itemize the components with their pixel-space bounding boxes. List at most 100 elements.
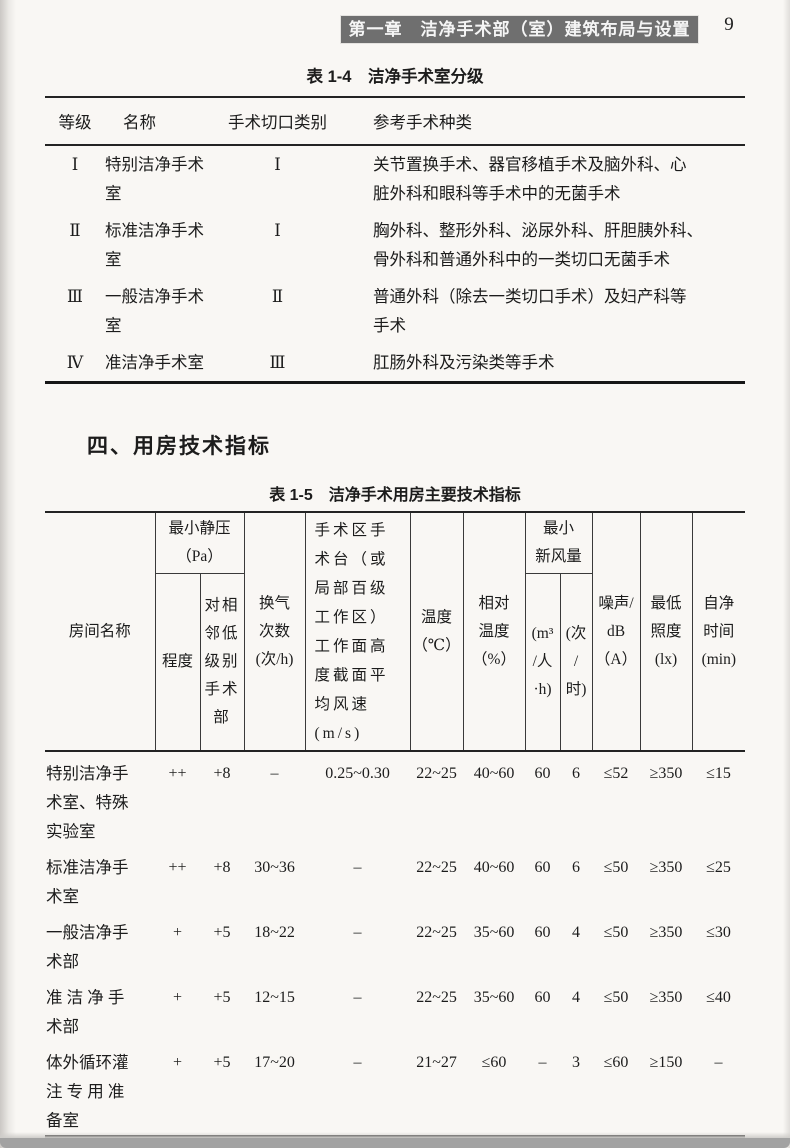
t15-header-degree: 程度 [154, 573, 200, 751]
t15-cell-adjacent: +8 [213, 765, 231, 782]
t15-cell-noise: ≤52 [603, 765, 629, 782]
t15-cell-room: 体外循环灌 注 专 用 准 备室 [46, 1053, 129, 1130]
section-heading: 四、用房技术指标 [87, 435, 271, 458]
t14-header-incision-class: 手术切口类别 [228, 113, 327, 132]
table-row: Ⅳ 准洁净手术室 Ⅲ 肛肠外科及污染类等手术 [45, 344, 745, 383]
t15-cell-air-changes: 12~15 [254, 989, 295, 1006]
t15-header-room: 房间名称 [68, 622, 131, 640]
t15-cell-wind-speed: – [353, 859, 362, 876]
t15-cell-relative: 40~60 [473, 859, 515, 876]
t14-cell-incision: Ⅲ [269, 353, 286, 372]
t14-cell-name: 标准洁净手术室 [105, 221, 204, 269]
t14-cell-incision: Ⅰ [274, 155, 281, 174]
t14-cell-incision: Ⅰ [274, 221, 281, 240]
table-row: Ⅲ 一般洁净手术室 Ⅱ 普通外科（除去一类切口手术）及妇产科等 手术 [45, 278, 745, 344]
page-number: 9 [724, 14, 734, 35]
t14-cell-grade: Ⅳ [66, 353, 84, 372]
t15-cell-fresh-times: 4 [572, 924, 581, 941]
t15-header-noise: 噪声/ dB （A） [591, 512, 641, 751]
t15-cell-air-changes: 18~22 [254, 924, 295, 941]
t14-cell-name: 特别洁净手术室 [105, 155, 204, 203]
chapter-header-text: 第一章 洁净手术部（室）建筑布局与设置 [348, 20, 691, 39]
t15-cell-relative: 35~60 [473, 924, 515, 941]
t15-cell-air-changes: – [270, 765, 279, 782]
t15-cell-self-clean: ≤40 [706, 989, 731, 1006]
t15-cell-noise: ≤50 [603, 989, 629, 1006]
scan-edge-left-shadow [0, 0, 16, 1148]
t15-header-air-changes: 换气 次数 (次/h) [243, 512, 306, 751]
table14-title: 表 1-4 洁净手术室分级 [306, 68, 484, 86]
table14-header-row: 等级 名称 手术切口类别 参考手术种类 [45, 97, 745, 145]
t15-cell-self-clean: ≤15 [706, 765, 731, 782]
table15-title: 表 1-5 洁净手术用房主要技术指标 [269, 487, 521, 504]
t15-cell-fresh-m3: 60 [534, 989, 551, 1006]
table-surgery-classification: 等级 名称 手术切口类别 参考手术种类 Ⅰ 特别洁净手术室 Ⅰ 关节置换手术、器… [45, 96, 745, 384]
t15-cell-fresh-m3: 60 [534, 924, 551, 941]
t15-cell-relative: ≤60 [481, 1054, 507, 1071]
t15-cell-wind-speed: – [353, 1054, 362, 1071]
t15-cell-noise: ≤50 [603, 924, 629, 941]
t15-cell-fresh-m3: 60 [534, 859, 551, 876]
t15-cell-fresh-m3: – [538, 1054, 547, 1071]
t15-cell-wind-speed: – [353, 989, 362, 1006]
t15-header-adjacent-lower: 对相 邻低 级别 手术 部 [199, 573, 245, 751]
t15-cell-fresh-times: 3 [572, 1054, 581, 1071]
t15-cell-self-clean: ≤25 [706, 859, 731, 876]
t15-cell-air-changes: 17~20 [254, 1054, 295, 1071]
chapter-header-bar: 第一章 洁净手术部（室）建筑布局与设置 [341, 16, 698, 43]
t15-cell-temperature: 22~25 [416, 989, 457, 1006]
t15-cell-lux: ≥150 [649, 1054, 683, 1071]
t14-cell-surgeries: 胸外科、整形外科、泌尿外科、肝胆胰外科、 骨外科和普通外科中的一类切口无菌手术 [373, 221, 703, 269]
t15-cell-self-clean: – [714, 1054, 723, 1071]
t15-cell-temperature: 21~27 [416, 1054, 457, 1071]
table-row: 一般洁净手 术部 + +5 18~22 – 22~25 35~60 60 4 ≤… [45, 911, 745, 976]
t15-header-relative-temperature: 相对 温度 （%） [462, 512, 526, 751]
table15-header: 房间名称 最小静压 （Pa） 换气 次数 (次/h) 手术区手 术台（或 局部百… [45, 512, 746, 751]
t15-cell-degree: + [172, 989, 183, 1006]
t15-cell-degree: + [172, 1054, 183, 1071]
t15-header-fresh-air-times: (次 / 时) [559, 573, 593, 751]
t15-header-min-fresh-air: 最小 新风量 [524, 512, 593, 574]
table-row: 体外循环灌 注 专 用 准 备室 + +5 17~20 – 21~27 ≤60 … [45, 1041, 745, 1137]
t15-cell-temperature: 22~25 [416, 765, 457, 782]
t15-cell-temperature: 22~25 [416, 924, 457, 941]
t15-cell-wind-speed: 0.25~0.30 [325, 765, 390, 782]
t15-header-wind-speed: 手术区手 术台（或 局部百级 工作区） 工作面高 度截面平 均风速 (m/s) [304, 512, 411, 751]
t15-cell-fresh-times: 6 [572, 765, 581, 782]
t15-cell-lux: ≥350 [649, 924, 683, 941]
t15-cell-fresh-m3: 60 [534, 765, 551, 782]
t15-cell-air-changes: 30~36 [254, 859, 295, 876]
t14-cell-incision: Ⅱ [271, 287, 284, 306]
t14-header-name: 名称 [123, 113, 156, 132]
t15-cell-adjacent: +5 [213, 1054, 231, 1071]
table-technical-indicators: 房间名称 最小静压 （Pa） 换气 次数 (次/h) 手术区手 术台（或 局部百… [45, 511, 746, 1138]
t14-header-grade: 等级 [58, 113, 92, 132]
t14-cell-surgeries: 关节置换手术、器官移植手术及脑外科、心 脏外科和眼科等手术中的无菌手术 [373, 155, 687, 203]
t15-cell-lux: ≥350 [649, 989, 683, 1006]
t15-cell-fresh-times: 6 [572, 859, 581, 876]
t14-cell-surgeries: 肛肠外科及污染类等手术 [373, 353, 555, 372]
t15-header-temperature: 温度 （℃） [409, 512, 464, 751]
t15-cell-wind-speed: – [353, 924, 362, 941]
table-row: 准 洁 净 手 术部 + +5 12~15 – 22~25 35~60 60 4… [45, 976, 745, 1041]
t15-cell-self-clean: ≤30 [706, 924, 731, 941]
table-row: 标准洁净手 术室 ++ +8 30~36 – 22~25 40~60 60 6 … [45, 846, 745, 911]
t14-header-reference-surgeries: 参考手术种类 [373, 113, 472, 132]
t14-cell-surgeries: 普通外科（除去一类切口手术）及妇产科等 手术 [373, 287, 687, 335]
scan-edge-right-shadow [783, 0, 790, 1148]
t15-cell-relative: 40~60 [473, 765, 515, 782]
t15-cell-adjacent: +5 [213, 989, 231, 1006]
t15-cell-degree: ++ [168, 765, 187, 782]
t15-cell-noise: ≤60 [603, 1054, 629, 1071]
t15-header-min-static-pressure: 最小静压 （Pa） [154, 512, 245, 574]
t15-cell-room: 一般洁净手 术部 [46, 923, 129, 971]
t15-cell-lux: ≥350 [649, 859, 683, 876]
t15-cell-noise: ≤50 [603, 859, 629, 876]
table-row: 特别洁净手 术室、特殊 实验室 ++ +8 – 0.25~0.30 22~25 … [45, 751, 745, 846]
t15-cell-degree: + [172, 924, 183, 941]
t14-cell-grade: Ⅱ [69, 221, 81, 240]
table-row: Ⅰ 特别洁净手术室 Ⅰ 关节置换手术、器官移植手术及脑外科、心 脏外科和眼科等手… [45, 145, 745, 212]
t14-cell-grade: Ⅰ [71, 155, 79, 174]
t15-header-fresh-air-m3: (m³ /人 ·h) [524, 573, 561, 751]
